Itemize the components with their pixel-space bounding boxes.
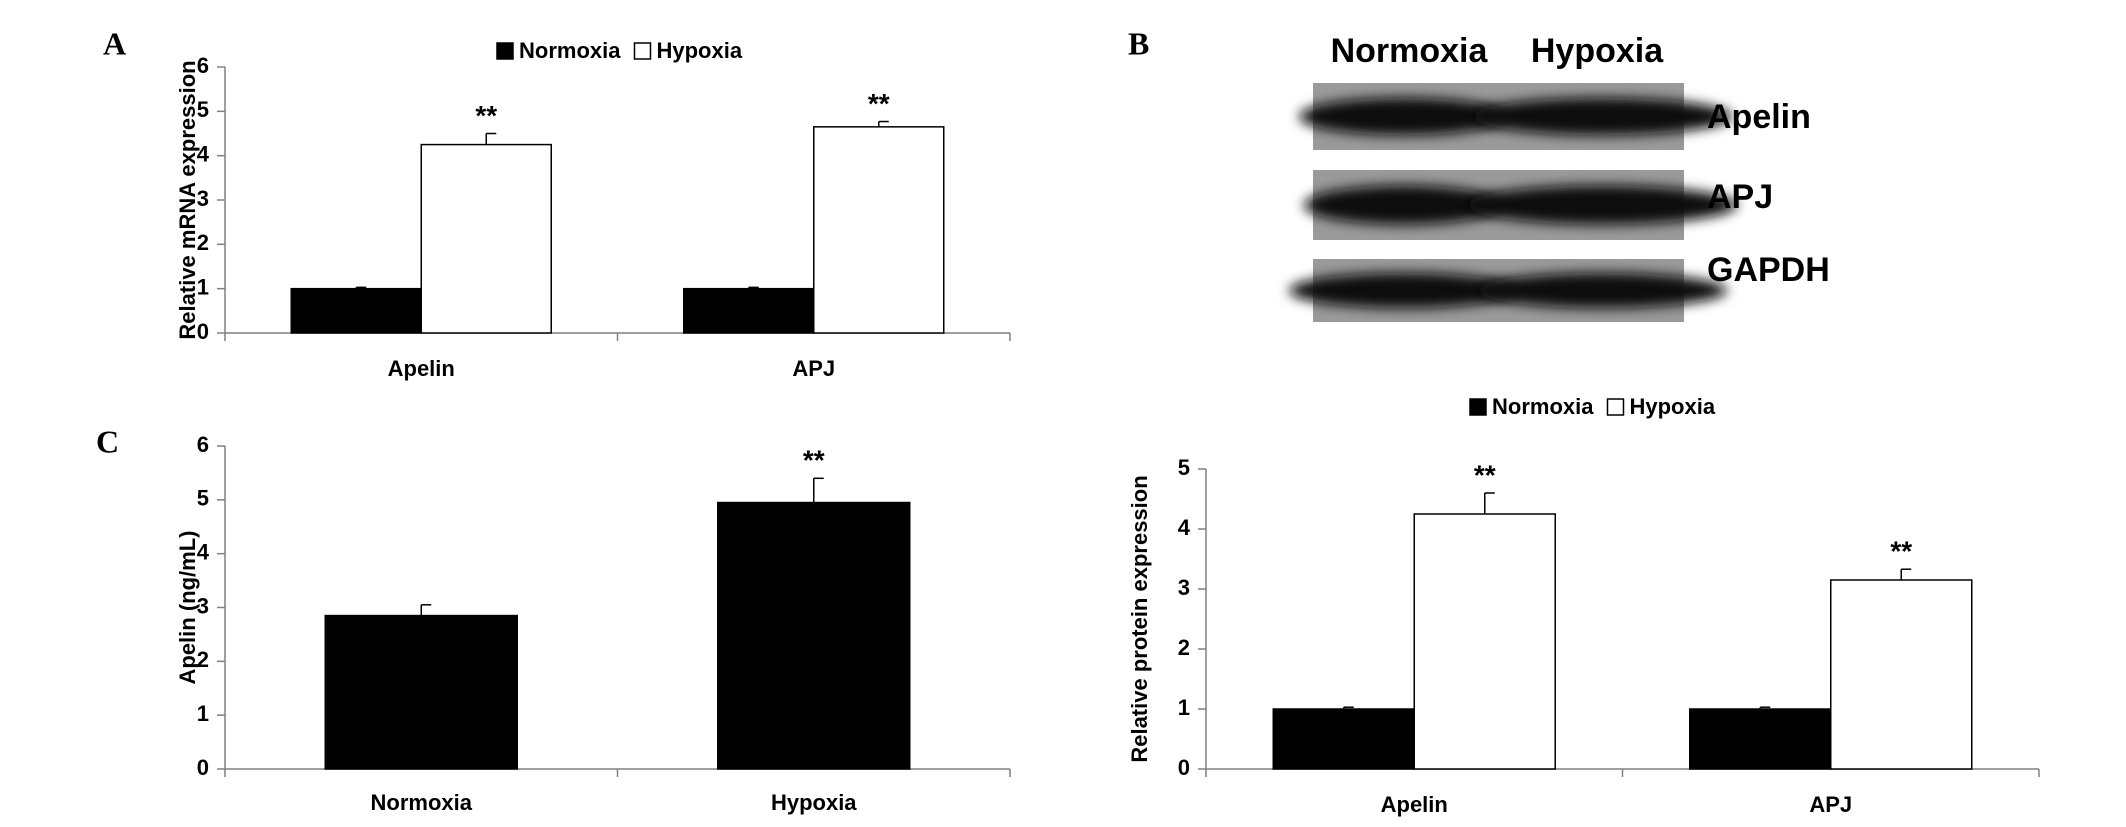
bar [1272, 708, 1415, 770]
y-tick-label: 4 [1178, 515, 1191, 540]
significance-mark: ** [475, 100, 497, 131]
significance-mark: ** [868, 88, 890, 119]
panel-label: C [96, 423, 119, 459]
bar [683, 287, 815, 334]
bar [1830, 579, 1973, 770]
legend-label: Hypoxia [1629, 394, 1715, 419]
y-tick-label: 0 [1178, 755, 1190, 780]
y-tick-label: 5 [197, 486, 209, 511]
blot-band [1472, 97, 1732, 136]
y-tick-label: 2 [1178, 635, 1190, 660]
y-tick-label: 6 [197, 53, 209, 78]
y-tick-label: 1 [197, 701, 209, 726]
blot-row-label: GAPDH [1707, 251, 1830, 289]
y-tick-label: 3 [1178, 575, 1190, 600]
y-tick-label: 6 [197, 432, 209, 457]
blot-band [1467, 185, 1737, 225]
blot-row-label: Apelin [1707, 98, 1811, 136]
significance-mark: ** [1890, 536, 1912, 567]
x-tick-label: APJ [1809, 792, 1852, 817]
bar [1689, 708, 1832, 770]
bar [420, 143, 552, 334]
legend-swatch [1469, 398, 1487, 416]
x-tick-label: Apelin [1381, 792, 1448, 817]
legend-swatch [633, 42, 652, 60]
significance-mark: ** [803, 445, 825, 476]
blot-column-label: Hypoxia [1531, 32, 1664, 70]
y-tick-label: 2 [197, 230, 209, 255]
y-tick-label: 1 [1178, 695, 1190, 720]
panel-label: A [103, 25, 126, 61]
y-tick-label: 0 [197, 755, 209, 780]
blot-band [1289, 272, 1519, 309]
bar [290, 287, 422, 334]
legend-label: Normoxia [1492, 394, 1594, 419]
panel-label: B [1128, 25, 1149, 61]
blot-row-label: APJ [1707, 178, 1773, 216]
legend-label: Normoxia [519, 38, 621, 63]
blot-band [1477, 272, 1727, 309]
legend-label: Hypoxia [656, 38, 742, 63]
blot-band [1304, 185, 1504, 225]
bar [813, 126, 945, 334]
significance-mark: ** [1474, 459, 1496, 490]
y-tick-label: 5 [1178, 455, 1190, 480]
y-tick-label: 2 [197, 647, 209, 672]
x-tick-label: APJ [792, 356, 835, 381]
bar [717, 501, 911, 770]
y-tick-label: 4 [197, 141, 210, 166]
y-tick-label: 3 [197, 186, 209, 211]
y-tick-label: 0 [197, 319, 209, 344]
bar [324, 614, 518, 770]
blot-band [1299, 97, 1509, 136]
legend-swatch [1606, 398, 1625, 416]
y-axis-label: Relative protein expression [1127, 475, 1152, 762]
x-tick-label: Hypoxia [771, 790, 857, 815]
legend-swatch [496, 42, 514, 60]
y-tick-label: 5 [197, 97, 209, 122]
x-tick-label: Normoxia [371, 790, 473, 815]
y-tick-label: 3 [197, 593, 209, 618]
y-axis-label: Relative mRNA expression [175, 60, 200, 339]
x-tick-label: Apelin [388, 356, 455, 381]
y-axis-label: Apelin (ng/mL) [175, 531, 200, 685]
y-tick-label: 4 [197, 539, 210, 564]
blot-column-label: Normoxia [1331, 32, 1489, 70]
bar [1413, 513, 1556, 770]
y-tick-label: 1 [197, 274, 209, 299]
